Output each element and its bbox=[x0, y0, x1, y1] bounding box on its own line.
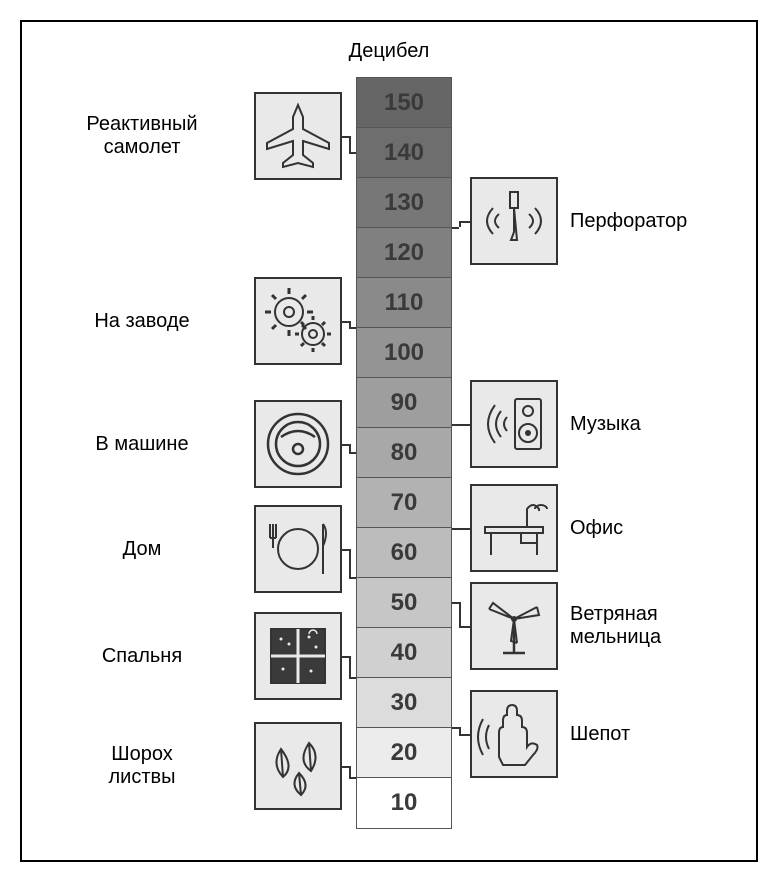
item-label-drill: Перфоратор bbox=[570, 210, 700, 233]
item-drill: Перфоратор bbox=[470, 177, 700, 265]
scale-cell-110: 110 bbox=[357, 278, 451, 328]
chart-frame: Децибел 15014013012011010090807060504030… bbox=[20, 20, 758, 862]
scale-cell-140: 140 bbox=[357, 128, 451, 178]
item-office: Офис bbox=[470, 484, 700, 572]
item-factory: На заводе bbox=[42, 277, 342, 365]
item-bedroom: Спальня bbox=[42, 612, 342, 700]
dinner-icon bbox=[254, 505, 342, 593]
scale-cell-150: 150 bbox=[357, 78, 451, 128]
scale-cell-100: 100 bbox=[357, 328, 451, 378]
window-icon bbox=[254, 612, 342, 700]
speaker-icon bbox=[470, 380, 558, 468]
item-jet: Реактивный самолет bbox=[42, 92, 342, 180]
hand-icon bbox=[470, 690, 558, 778]
item-label-home: Дом bbox=[42, 538, 242, 561]
airplane-icon bbox=[254, 92, 342, 180]
scale-cell-90: 90 bbox=[357, 378, 451, 428]
item-label-jet: Реактивный самолет bbox=[42, 113, 242, 159]
item-label-windmill: Ветряная мельница bbox=[570, 603, 700, 649]
scale-cell-80: 80 bbox=[357, 428, 451, 478]
scale-cell-130: 130 bbox=[357, 178, 451, 228]
scale-cell-20: 20 bbox=[357, 728, 451, 778]
item-whisper: Шепот bbox=[470, 690, 700, 778]
scale-cell-70: 70 bbox=[357, 478, 451, 528]
item-leaves: Шорох листвы bbox=[42, 722, 342, 810]
item-label-car: В машине bbox=[42, 433, 242, 456]
gears-icon bbox=[254, 277, 342, 365]
item-windmill: Ветряная мельница bbox=[470, 582, 700, 670]
item-music: Музыка bbox=[470, 380, 700, 468]
item-label-factory: На заводе bbox=[42, 310, 242, 333]
item-car: В машине bbox=[42, 400, 342, 488]
scale-cell-40: 40 bbox=[357, 628, 451, 678]
item-label-leaves: Шорох листвы bbox=[42, 743, 242, 789]
decibel-scale: 150140130120110100908070605040302010 bbox=[356, 77, 452, 829]
item-label-whisper: Шепот bbox=[570, 723, 700, 746]
item-label-office: Офис bbox=[570, 517, 700, 540]
item-home: Дом bbox=[42, 505, 342, 593]
item-label-music: Музыка bbox=[570, 413, 700, 436]
item-label-bedroom: Спальня bbox=[42, 645, 242, 668]
desk-icon bbox=[470, 484, 558, 572]
windmill-icon bbox=[470, 582, 558, 670]
scale-cell-50: 50 bbox=[357, 578, 451, 628]
wheel-icon bbox=[254, 400, 342, 488]
leaves-icon bbox=[254, 722, 342, 810]
drill-icon bbox=[470, 177, 558, 265]
scale-cell-60: 60 bbox=[357, 528, 451, 578]
chart-title: Децибел bbox=[22, 40, 756, 63]
scale-cell-10: 10 bbox=[357, 778, 451, 828]
scale-cell-30: 30 bbox=[357, 678, 451, 728]
scale-cell-120: 120 bbox=[357, 228, 451, 278]
